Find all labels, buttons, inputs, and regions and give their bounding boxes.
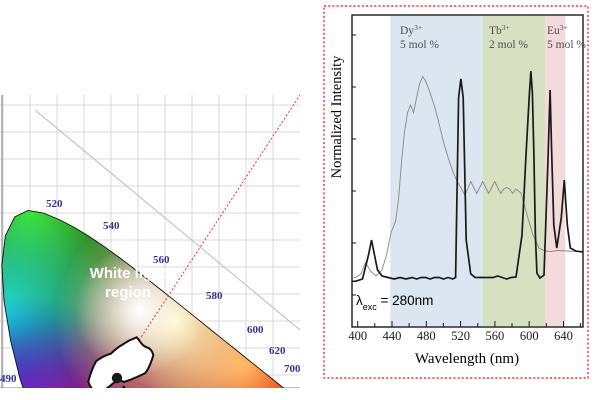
svg-text:540: 540	[103, 220, 120, 232]
svg-text:400: 400	[348, 329, 367, 343]
svg-text:region: region	[105, 284, 151, 301]
svg-text:480: 480	[417, 329, 436, 343]
svg-text:White light: White light	[90, 265, 167, 282]
svg-text:580: 580	[206, 290, 223, 302]
svg-text:490: 490	[0, 373, 17, 385]
svg-text:600: 600	[247, 324, 264, 336]
svg-text:5 mol %: 5 mol %	[400, 39, 439, 51]
svg-text:560: 560	[486, 329, 505, 343]
svg-text:520: 520	[451, 329, 470, 343]
svg-text:440: 440	[383, 329, 402, 343]
svg-text:Normalized Intensity: Normalized Intensity	[329, 55, 345, 179]
svg-text:Wavelength (nm): Wavelength (nm)	[415, 351, 519, 367]
svg-text:520: 520	[46, 198, 63, 210]
svg-text:620: 620	[269, 345, 286, 357]
svg-text:5 mol %: 5 mol %	[547, 39, 586, 51]
svg-text:700: 700	[284, 363, 300, 375]
svg-text:640: 640	[554, 329, 573, 343]
svg-text:600: 600	[520, 329, 539, 343]
svg-text:2 mol %: 2 mol %	[489, 39, 528, 51]
